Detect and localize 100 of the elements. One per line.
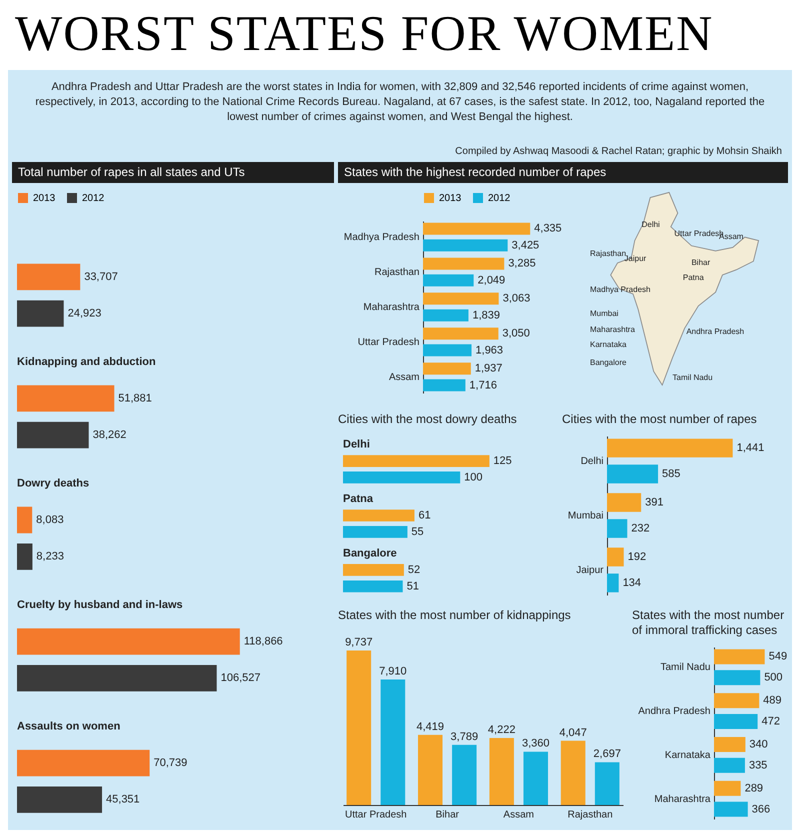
bar bbox=[560, 740, 586, 805]
text: Bangalore bbox=[590, 358, 626, 367]
bar bbox=[607, 574, 619, 592]
data-label: 106,527 bbox=[220, 672, 260, 684]
text: Karnataka bbox=[590, 340, 626, 350]
bar bbox=[714, 670, 760, 686]
data-label: 1,441 bbox=[736, 442, 764, 454]
text: Mumbai bbox=[590, 309, 618, 318]
data-label: 1,839 bbox=[472, 309, 500, 322]
text: Bihar bbox=[691, 258, 710, 267]
text: Patna bbox=[682, 273, 704, 282]
data-label: 1,963 bbox=[476, 344, 504, 356]
text: Madhya Pradesh bbox=[590, 285, 650, 294]
data-label: 2,697 bbox=[593, 748, 621, 760]
data-label: 100 bbox=[464, 471, 482, 484]
chart-title: States with the most number of immoral trafficking cases bbox=[632, 608, 786, 638]
legend-label: 2013 bbox=[439, 193, 462, 204]
bar bbox=[380, 680, 406, 805]
bar bbox=[452, 744, 477, 805]
data-label: 391 bbox=[645, 496, 664, 509]
bar bbox=[343, 472, 460, 484]
bar bbox=[489, 738, 514, 805]
bar bbox=[343, 526, 408, 538]
data-label: 8,233 bbox=[36, 550, 64, 563]
y-tick-label: Patna bbox=[343, 493, 374, 506]
bar bbox=[523, 752, 548, 805]
data-label: 335 bbox=[748, 759, 768, 772]
data-label: 45,351 bbox=[106, 794, 140, 806]
data-label: 33,707 bbox=[84, 270, 118, 283]
legend-label: 2012 bbox=[82, 193, 105, 204]
bar bbox=[714, 758, 745, 773]
data-label: 500 bbox=[764, 672, 783, 684]
chart-title: Total number of rapes in all states and UTs bbox=[12, 162, 334, 183]
y-tick-label: Cruelty by husband and in-laws bbox=[17, 598, 183, 611]
y-tick-label: Delhi bbox=[580, 456, 604, 468]
bar bbox=[423, 239, 508, 252]
bar bbox=[418, 734, 443, 805]
bar bbox=[423, 292, 499, 305]
chart-title: States with the highest recorded number of rapes bbox=[338, 162, 788, 183]
data-label: 52 bbox=[408, 564, 420, 576]
y-tick-label: Rajasthan bbox=[374, 267, 420, 278]
bar bbox=[343, 510, 414, 522]
bar bbox=[423, 328, 498, 340]
data-label: 4,222 bbox=[488, 724, 516, 736]
text: Maharashtra bbox=[590, 324, 635, 334]
y-tick-label: Mumbai bbox=[568, 510, 604, 522]
bar bbox=[343, 580, 403, 592]
bar bbox=[423, 222, 530, 235]
data-label: 232 bbox=[631, 522, 650, 534]
y-tick-label: Tamil Nadu bbox=[660, 662, 710, 674]
data-label: 51 bbox=[406, 580, 419, 592]
text: Delhi bbox=[642, 220, 660, 229]
chart-title: Cities with the most dowry deaths bbox=[338, 412, 518, 427]
data-label: 1,716 bbox=[469, 379, 497, 392]
y-tick-label: Jaipur bbox=[576, 564, 604, 576]
bar bbox=[714, 736, 746, 752]
x-tick-label: Bihar bbox=[436, 810, 460, 820]
data-label: 3,285 bbox=[508, 258, 536, 270]
data-label: 4,419 bbox=[416, 720, 444, 733]
y-tick-label: Assam bbox=[388, 372, 420, 383]
text: Andhra Pradesh bbox=[686, 326, 744, 336]
bar bbox=[714, 802, 748, 817]
text: Andhra Pradesh and Uttar Pradesh are the worst states in India for women, with 32,809 and 32,546 reported incidents of crime against women, respectively, in 2013, according to the National Crime Records Bureau. Nagaland, at 67 cases, is the safest state. In 2012, too, Nagaland reported the lowest number of crimes against women, and West Bengal the highest. bbox=[34, 80, 766, 125]
bar bbox=[607, 519, 628, 538]
bar bbox=[607, 548, 624, 566]
data-label: 24,923 bbox=[68, 308, 102, 320]
bar bbox=[346, 650, 372, 805]
data-label: 3,789 bbox=[450, 730, 478, 743]
data-label: 4,335 bbox=[534, 222, 562, 235]
bar bbox=[714, 714, 758, 730]
bar bbox=[714, 780, 741, 796]
bar bbox=[343, 455, 490, 467]
text: Compiled by Ashwaq Masoodi & Rachel Ratan; graphic by Mohsin Shaikh bbox=[455, 146, 782, 157]
text: Jaipur bbox=[624, 254, 646, 264]
data-label: 3,425 bbox=[512, 239, 540, 252]
data-label: 70,739 bbox=[154, 757, 188, 770]
data-label: 549 bbox=[768, 650, 788, 663]
bar bbox=[607, 438, 733, 458]
data-label: 4,047 bbox=[559, 726, 587, 739]
data-label: 472 bbox=[762, 716, 780, 728]
data-label: 125 bbox=[493, 455, 512, 468]
data-label: 192 bbox=[628, 550, 646, 563]
y-tick-label: Assaults on women bbox=[17, 720, 121, 732]
data-label: 55 bbox=[411, 526, 424, 538]
y-tick-label: Maharashtra bbox=[654, 794, 711, 805]
data-label: 489 bbox=[763, 694, 782, 707]
chart-title: Cities with the most number of rapes bbox=[562, 412, 758, 427]
legend-label: 2013 bbox=[33, 193, 56, 204]
bar bbox=[423, 274, 474, 286]
bar bbox=[714, 693, 760, 708]
data-label: 8,083 bbox=[36, 514, 64, 526]
bar bbox=[423, 258, 504, 270]
bar bbox=[714, 649, 765, 664]
y-tick-label: Andhra Pradesh bbox=[638, 706, 710, 718]
data-label: 61 bbox=[418, 510, 431, 522]
bar bbox=[607, 493, 642, 512]
bar bbox=[343, 564, 404, 576]
text: WORST STATES FOR WOMEN bbox=[15, 4, 714, 62]
data-label: 118,866 bbox=[244, 636, 283, 648]
bar bbox=[594, 762, 620, 805]
